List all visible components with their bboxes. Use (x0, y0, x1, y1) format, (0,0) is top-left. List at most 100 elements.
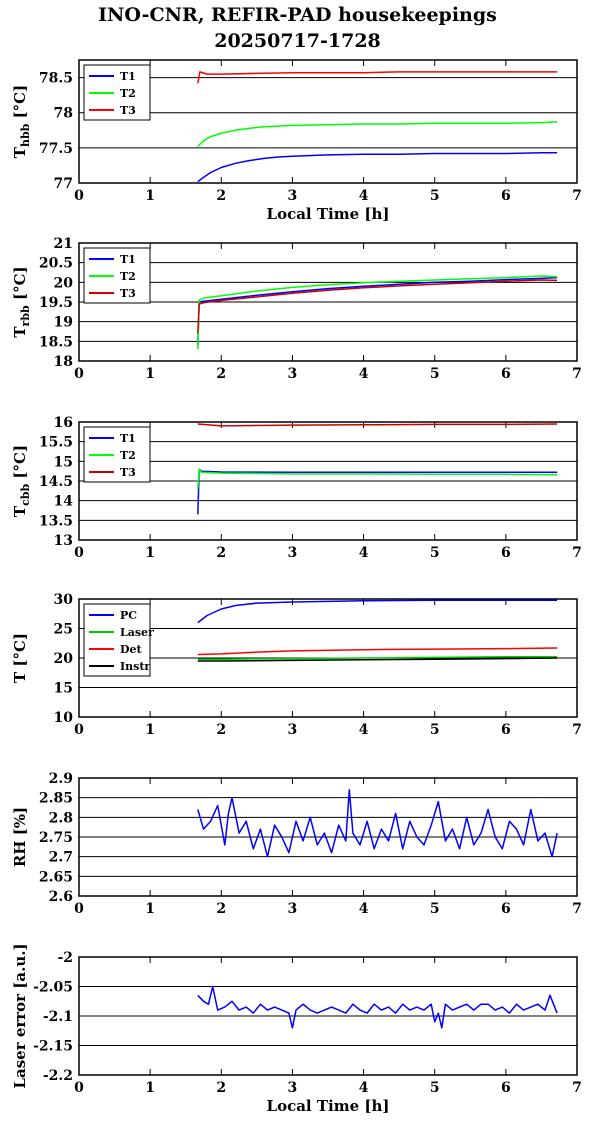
plot-frame (78, 59, 578, 184)
x-tick-label: 6 (501, 545, 511, 561)
x-tick-label: 0 (74, 366, 84, 382)
legend-label: PC (120, 609, 137, 622)
x-tick-label: 1 (145, 545, 155, 561)
x-tick-label: 5 (430, 545, 440, 561)
y-axis-label: RH [%] (11, 807, 29, 867)
x-tick-label: 6 (501, 722, 511, 738)
legend: T1 T2 T3 (83, 64, 151, 121)
x-axis-label: Local Time [h] (267, 205, 390, 223)
chart-panel-4: 10 15 20 25 30 0 1 2 3 4 5 6 7 T [°C] PC Laser Det Instr (11, 592, 582, 738)
chart-panel-5: 2.6 2.65 2.7 2.75 2.8 2.85 2.9 0 1 2 3 4 5 6 7 RH [%] (11, 771, 582, 917)
series-line-det (197, 647, 558, 656)
series-line-laser (197, 656, 558, 660)
legend-label: T3 (120, 287, 136, 300)
legend: PC Laser Det Instr (83, 603, 154, 677)
x-tick-label: 2 (216, 901, 226, 917)
chart-panel-1: 77 77.5 78 78.5 0 1 2 3 4 5 6 7 Thbb [°C] T1 T2 T3 Local… (11, 59, 582, 223)
y-tick-label: 77.5 (39, 141, 73, 157)
series-line-instr (197, 657, 558, 662)
x-tick-label: 0 (74, 901, 84, 917)
y-tick-label: 77 (54, 176, 73, 192)
y-tick-label: 2.7 (49, 850, 73, 866)
series-line-t3 (197, 423, 558, 427)
series-line-t1 (197, 468, 558, 515)
series-line-t1 (197, 276, 558, 346)
x-tick-label: 2 (216, 366, 226, 382)
series-line-1 (197, 789, 558, 858)
y-tick-label: 2.8 (49, 810, 73, 826)
x-tick-label: 7 (572, 722, 582, 738)
y-tick-label: 2.65 (39, 869, 73, 885)
x-tick-label: 2 (216, 545, 226, 561)
x-tick-label: 5 (430, 366, 440, 382)
y-axis-label: T [°C] (11, 633, 29, 683)
x-tick-label: 7 (572, 545, 582, 561)
y-tick-label: 15.5 (39, 435, 73, 451)
x-tick-label: 1 (145, 901, 155, 917)
y-tick-label: 20 (54, 275, 74, 291)
x-tick-label: 2 (216, 188, 226, 204)
x-axis-label: Local Time [h] (267, 1097, 390, 1115)
series-line-t1 (197, 152, 558, 183)
legend-label: T2 (120, 87, 136, 100)
x-tick-label: 4 (359, 188, 369, 204)
legend-label: T1 (120, 253, 136, 266)
x-tick-label: 7 (572, 366, 582, 382)
legend-label: T1 (120, 70, 136, 83)
y-tick-label: 14.5 (39, 474, 73, 490)
y-tick-label: 78 (54, 106, 73, 122)
x-tick-label: 1 (145, 188, 155, 204)
x-tick-label: 6 (501, 1080, 511, 1096)
y-tick-label: -2.1 (43, 1009, 73, 1025)
legend-label: Instr (120, 660, 150, 673)
x-tick-label: 5 (430, 188, 440, 204)
x-tick-label: 6 (501, 901, 511, 917)
plot-frame (78, 956, 578, 1076)
x-tick-label: 0 (74, 722, 84, 738)
y-tick-label: 2.75 (39, 830, 73, 846)
y-tick-label: 2.9 (49, 771, 73, 787)
x-tick-label: 1 (145, 722, 155, 738)
y-tick-label: 10 (54, 710, 74, 726)
y-tick-label: 19 (54, 315, 73, 331)
x-tick-label: 3 (288, 188, 298, 204)
y-tick-label: 18.5 (39, 334, 73, 350)
y-tick-label: 13.5 (39, 513, 73, 529)
x-tick-label: 0 (74, 545, 84, 561)
legend: T1 T2 T3 (83, 247, 151, 304)
x-tick-label: 3 (288, 366, 298, 382)
y-tick-label: -2.05 (33, 980, 73, 996)
series-line-t2 (197, 275, 558, 350)
y-tick-label: -2.2 (43, 1068, 73, 1084)
chart-panel-6: -2.2 -2.15 -2.1 -2.05 -2 0 1 2 3 4 5 6 7 Laser error … (11, 943, 582, 1115)
y-tick-label: 2.85 (39, 791, 73, 807)
y-axis-label: Tcbb [°C] (11, 445, 32, 517)
plot-frame (78, 242, 578, 362)
x-tick-label: 7 (572, 1080, 582, 1096)
x-tick-label: 3 (288, 722, 298, 738)
legend-label: T2 (120, 449, 136, 462)
y-tick-label: -2 (57, 950, 73, 966)
legend-label: T2 (120, 270, 136, 283)
x-tick-label: 4 (359, 901, 369, 917)
y-tick-label: 20.5 (39, 256, 73, 272)
y-tick-label: 14 (54, 494, 74, 510)
x-tick-label: 6 (501, 188, 511, 204)
x-tick-label: 1 (145, 366, 155, 382)
plot-frame (78, 598, 578, 718)
x-tick-label: 4 (359, 1080, 369, 1096)
x-tick-label: 7 (572, 188, 582, 204)
chart-title-line1: INO-CNR, REFIR-PAD housekeepings (98, 4, 497, 26)
y-axis-label: Thbb [°C] (11, 85, 32, 158)
series-line-t2 (197, 468, 558, 489)
y-tick-label: 20 (54, 651, 74, 667)
legend-label: T3 (120, 466, 136, 479)
x-tick-label: 7 (572, 901, 582, 917)
x-tick-label: 4 (359, 545, 369, 561)
x-tick-label: 5 (430, 901, 440, 917)
legend: T1 T2 T3 (83, 426, 151, 483)
x-tick-label: 1 (145, 1080, 155, 1096)
x-tick-label: 2 (216, 1080, 226, 1096)
series-line-t3 (197, 279, 558, 334)
